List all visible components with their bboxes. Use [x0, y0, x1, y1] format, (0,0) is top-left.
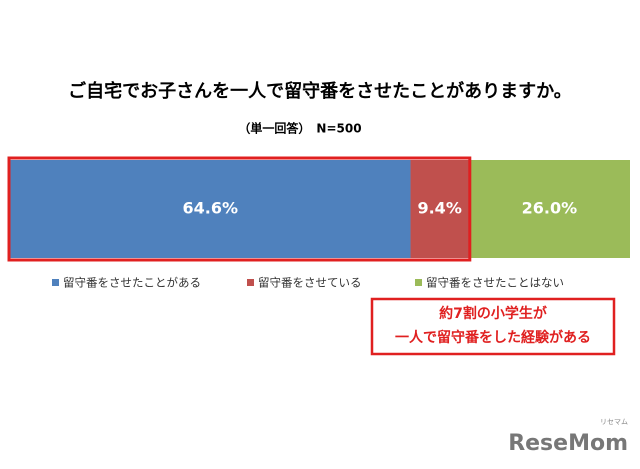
data-label: 64.6% — [183, 199, 239, 218]
annotation-line: 約7割の小学生が — [439, 305, 548, 322]
bar-segment — [410, 160, 469, 258]
data-label: 9.4% — [417, 199, 461, 218]
bar-segment — [10, 160, 411, 258]
chart-subtitle: （単一回答） N=500 — [238, 121, 361, 136]
legend-swatch — [247, 279, 254, 286]
data-label: 26.0% — [522, 199, 578, 218]
logo-kana: リセマム — [600, 418, 628, 426]
legend-label: 留守番をさせたことがある — [63, 276, 201, 290]
legend-swatch — [52, 279, 59, 286]
logo: ReseMom — [508, 431, 628, 456]
annotation-box — [370, 297, 616, 356]
annotation: 約7割の小学生が 一人で留守番をした経験がある — [370, 297, 616, 356]
legend-label: 留守番をさせている — [258, 276, 362, 290]
legend-label: 留守番をさせたことはない — [426, 276, 564, 290]
chart-title: ご自宅でお子さんを一人で留守番をさせたことがありますか。 — [68, 80, 572, 102]
highlight-box — [7, 156, 472, 262]
annotation-line: 一人で留守番をした経験がある — [395, 329, 591, 346]
legend-swatch — [415, 279, 422, 286]
bar-segment — [468, 160, 630, 258]
